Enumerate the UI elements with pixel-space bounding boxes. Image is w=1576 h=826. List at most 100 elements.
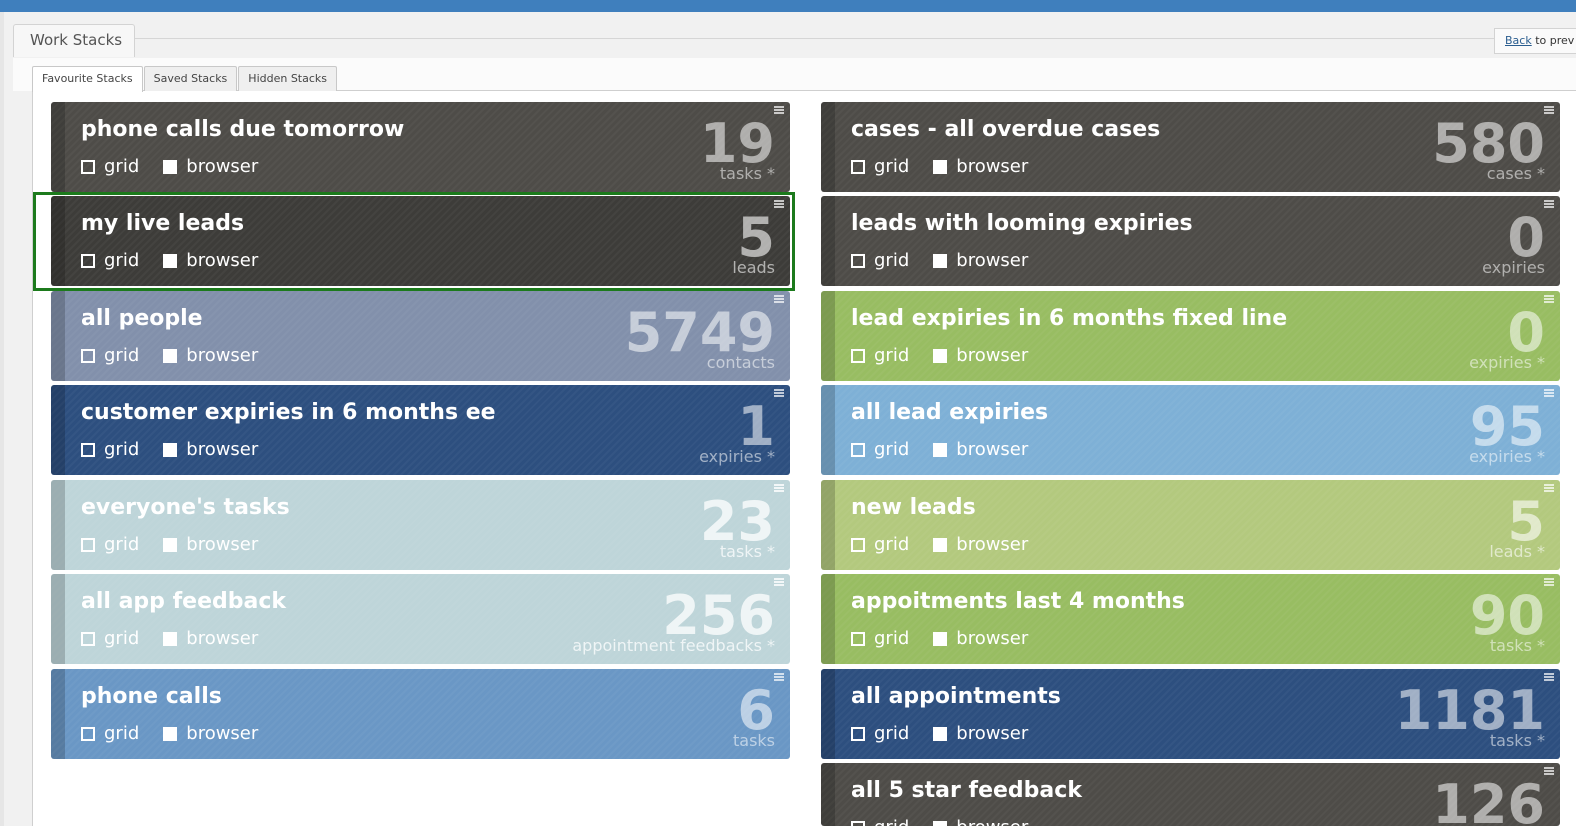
grid-option[interactable]: grid [851, 345, 909, 366]
stack-tile[interactable]: all app feedback grid browser 256 appoin… [51, 574, 790, 664]
stack-tile[interactable]: all 5 star feedback grid browser 126 [821, 763, 1560, 826]
back-link[interactable]: Back [1505, 34, 1532, 47]
browser-checkbox-icon[interactable] [933, 631, 948, 646]
menu-icon[interactable] [1544, 578, 1554, 586]
grid-checkbox-icon[interactable] [851, 159, 865, 174]
grid-option[interactable]: grid [81, 345, 139, 366]
menu-icon[interactable] [774, 673, 784, 681]
browser-option[interactable]: browser [163, 439, 258, 460]
browser-checkbox-icon[interactable] [933, 726, 948, 741]
grid-option[interactable]: grid [81, 628, 139, 649]
stack-tile[interactable]: all lead expiries grid browser 95 expiri… [821, 385, 1560, 475]
grid-checkbox-icon[interactable] [81, 348, 95, 363]
tile-color-bar [51, 574, 65, 664]
stack-tile[interactable]: leads with looming expiries grid browser… [821, 196, 1560, 286]
browser-option[interactable]: browser [163, 534, 258, 555]
browser-option[interactable]: browser [933, 156, 1028, 177]
browser-checkbox-icon[interactable] [933, 348, 948, 363]
grid-checkbox-icon[interactable] [81, 631, 95, 646]
tab-hidden-stacks[interactable]: Hidden Stacks [238, 66, 338, 91]
grid-option[interactable]: grid [81, 534, 139, 555]
stack-tile[interactable]: phone calls due tomorrow grid browser 19… [51, 102, 790, 192]
browser-checkbox-icon[interactable] [933, 253, 948, 268]
stack-tile[interactable]: everyone's tasks grid browser 23 tasks * [51, 480, 790, 570]
grid-checkbox-icon[interactable] [81, 537, 95, 552]
grid-checkbox-icon[interactable] [81, 442, 95, 457]
browser-option[interactable]: browser [933, 723, 1028, 744]
grid-checkbox-icon[interactable] [851, 253, 865, 268]
browser-checkbox-icon[interactable] [163, 631, 178, 646]
grid-option[interactable]: grid [81, 250, 139, 271]
browser-option[interactable]: browser [163, 628, 258, 649]
grid-checkbox-icon[interactable] [851, 442, 865, 457]
grid-checkbox-icon[interactable] [81, 253, 95, 268]
browser-option[interactable]: browser [933, 534, 1028, 555]
grid-option[interactable]: grid [851, 817, 909, 826]
stack-tile[interactable]: all appointments grid browser 1181 tasks… [821, 669, 1560, 759]
menu-icon[interactable] [774, 200, 784, 208]
browser-checkbox-icon[interactable] [933, 537, 948, 552]
tile-unit: tasks * [719, 164, 775, 183]
browser-option[interactable]: browser [163, 345, 258, 366]
browser-checkbox-icon[interactable] [163, 537, 178, 552]
grid-option[interactable]: grid [851, 723, 909, 744]
stack-tile[interactable]: phone calls grid browser 6 tasks [51, 669, 790, 759]
grid-option[interactable]: grid [81, 156, 139, 177]
tile-unit: expiries * [1469, 353, 1545, 372]
stack-tile[interactable]: new leads grid browser 5 leads * [821, 480, 1560, 570]
grid-option[interactable]: grid [851, 156, 909, 177]
browser-checkbox-icon[interactable] [933, 820, 948, 826]
grid-label: grid [104, 345, 140, 366]
browser-option[interactable]: browser [163, 250, 258, 271]
stack-tile[interactable]: customer expiries in 6 months ee grid br… [51, 385, 790, 475]
grid-checkbox-icon[interactable] [851, 820, 865, 826]
menu-icon[interactable] [774, 389, 784, 397]
stack-tile[interactable]: all people grid browser 5749 contacts [51, 291, 790, 381]
grid-option[interactable]: grid [851, 439, 909, 460]
grid-checkbox-icon[interactable] [81, 726, 95, 741]
menu-icon[interactable] [774, 578, 784, 586]
menu-icon[interactable] [1544, 200, 1554, 208]
grid-checkbox-icon[interactable] [851, 348, 865, 363]
browser-label: browser [186, 723, 259, 744]
browser-checkbox-icon[interactable] [163, 159, 178, 174]
menu-icon[interactable] [774, 295, 784, 303]
browser-option[interactable]: browser [933, 628, 1028, 649]
browser-option[interactable]: browser [933, 250, 1028, 271]
stack-tile[interactable]: cases - all overdue cases grid browser 5… [821, 102, 1560, 192]
browser-option[interactable]: browser [933, 439, 1028, 460]
browser-checkbox-icon[interactable] [163, 253, 178, 268]
menu-icon[interactable] [1544, 484, 1554, 492]
menu-icon[interactable] [774, 484, 784, 492]
grid-checkbox-icon[interactable] [81, 159, 95, 174]
tab-saved-stacks[interactable]: Saved Stacks [143, 66, 238, 91]
browser-checkbox-icon[interactable] [163, 442, 178, 457]
grid-option[interactable]: grid [851, 250, 909, 271]
menu-icon[interactable] [1544, 767, 1554, 775]
browser-checkbox-icon[interactable] [933, 159, 948, 174]
stack-tile[interactable]: lead expiries in 6 months fixed line gri… [821, 291, 1560, 381]
grid-option[interactable]: grid [851, 628, 909, 649]
grid-checkbox-icon[interactable] [851, 726, 865, 741]
browser-checkbox-icon[interactable] [163, 726, 178, 741]
grid-option[interactable]: grid [81, 439, 139, 460]
grid-checkbox-icon[interactable] [851, 537, 865, 552]
browser-option[interactable]: browser [933, 817, 1028, 826]
stack-tile[interactable]: my live leads grid browser 5 leads [51, 196, 790, 286]
browser-checkbox-icon[interactable] [163, 348, 178, 363]
grid-checkbox-icon[interactable] [851, 631, 865, 646]
tab-favourite-stacks[interactable]: Favourite Stacks [32, 66, 143, 92]
browser-option[interactable]: browser [163, 156, 258, 177]
grid-label: grid [874, 250, 910, 271]
browser-checkbox-icon[interactable] [933, 442, 948, 457]
menu-icon[interactable] [1544, 295, 1554, 303]
stack-tile[interactable]: appoitments last 4 months grid browser 9… [821, 574, 1560, 664]
grid-option[interactable]: grid [851, 534, 909, 555]
browser-option[interactable]: browser [933, 345, 1028, 366]
browser-option[interactable]: browser [163, 723, 258, 744]
grid-option[interactable]: grid [81, 723, 139, 744]
menu-icon[interactable] [1544, 106, 1554, 114]
menu-icon[interactable] [1544, 389, 1554, 397]
menu-icon[interactable] [1544, 673, 1554, 681]
menu-icon[interactable] [774, 106, 784, 114]
